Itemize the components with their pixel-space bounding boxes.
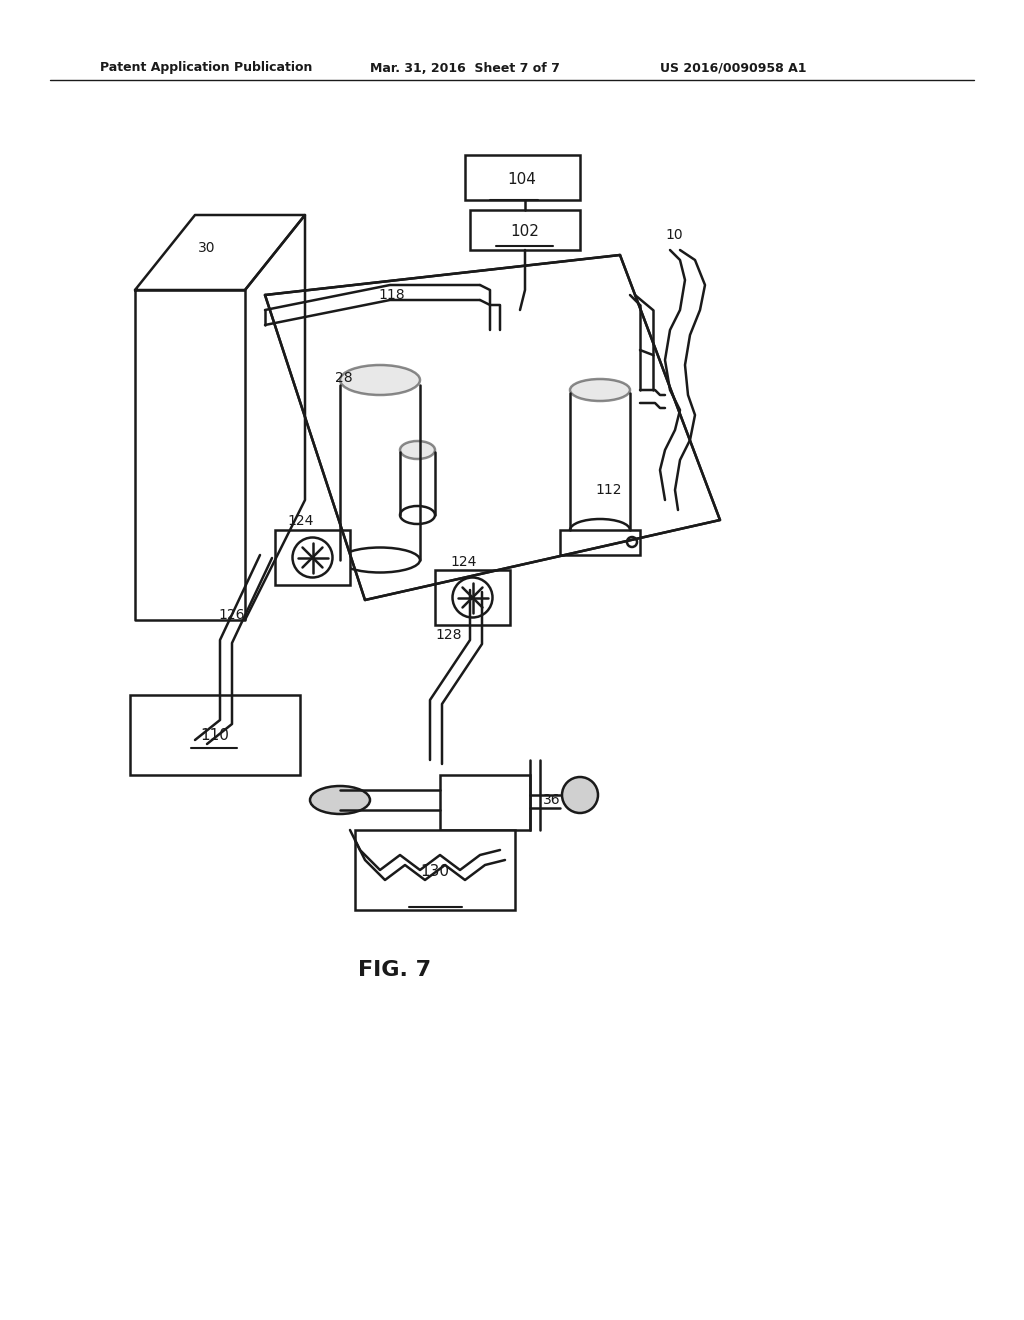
Text: 112: 112 bbox=[595, 483, 622, 498]
Ellipse shape bbox=[310, 785, 370, 814]
Ellipse shape bbox=[400, 441, 435, 459]
Bar bbox=[440, 775, 530, 830]
Text: Mar. 31, 2016  Sheet 7 of 7: Mar. 31, 2016 Sheet 7 of 7 bbox=[370, 62, 560, 74]
Bar bbox=[435, 570, 510, 624]
Ellipse shape bbox=[570, 379, 630, 401]
Text: 36: 36 bbox=[543, 793, 560, 807]
Text: 104: 104 bbox=[508, 173, 537, 187]
Bar bbox=[355, 830, 515, 909]
Text: 30: 30 bbox=[199, 242, 216, 255]
Circle shape bbox=[562, 777, 598, 813]
Text: 110: 110 bbox=[201, 727, 229, 742]
Bar bbox=[130, 696, 300, 775]
Ellipse shape bbox=[340, 366, 420, 395]
Text: 118: 118 bbox=[378, 288, 404, 302]
Bar bbox=[470, 210, 580, 249]
Text: 102: 102 bbox=[511, 224, 540, 239]
Text: 124: 124 bbox=[287, 513, 313, 528]
Text: US 2016/0090958 A1: US 2016/0090958 A1 bbox=[660, 62, 807, 74]
Text: Patent Application Publication: Patent Application Publication bbox=[100, 62, 312, 74]
Bar bbox=[560, 531, 640, 554]
Text: 128: 128 bbox=[435, 628, 462, 642]
Text: FIG. 7: FIG. 7 bbox=[358, 960, 431, 979]
Bar bbox=[275, 531, 350, 585]
Bar bbox=[465, 154, 580, 201]
Text: 10: 10 bbox=[665, 228, 683, 242]
Text: 28: 28 bbox=[335, 371, 352, 385]
Text: 124: 124 bbox=[450, 554, 476, 569]
Text: 126: 126 bbox=[218, 609, 245, 622]
Text: 130: 130 bbox=[421, 865, 450, 879]
